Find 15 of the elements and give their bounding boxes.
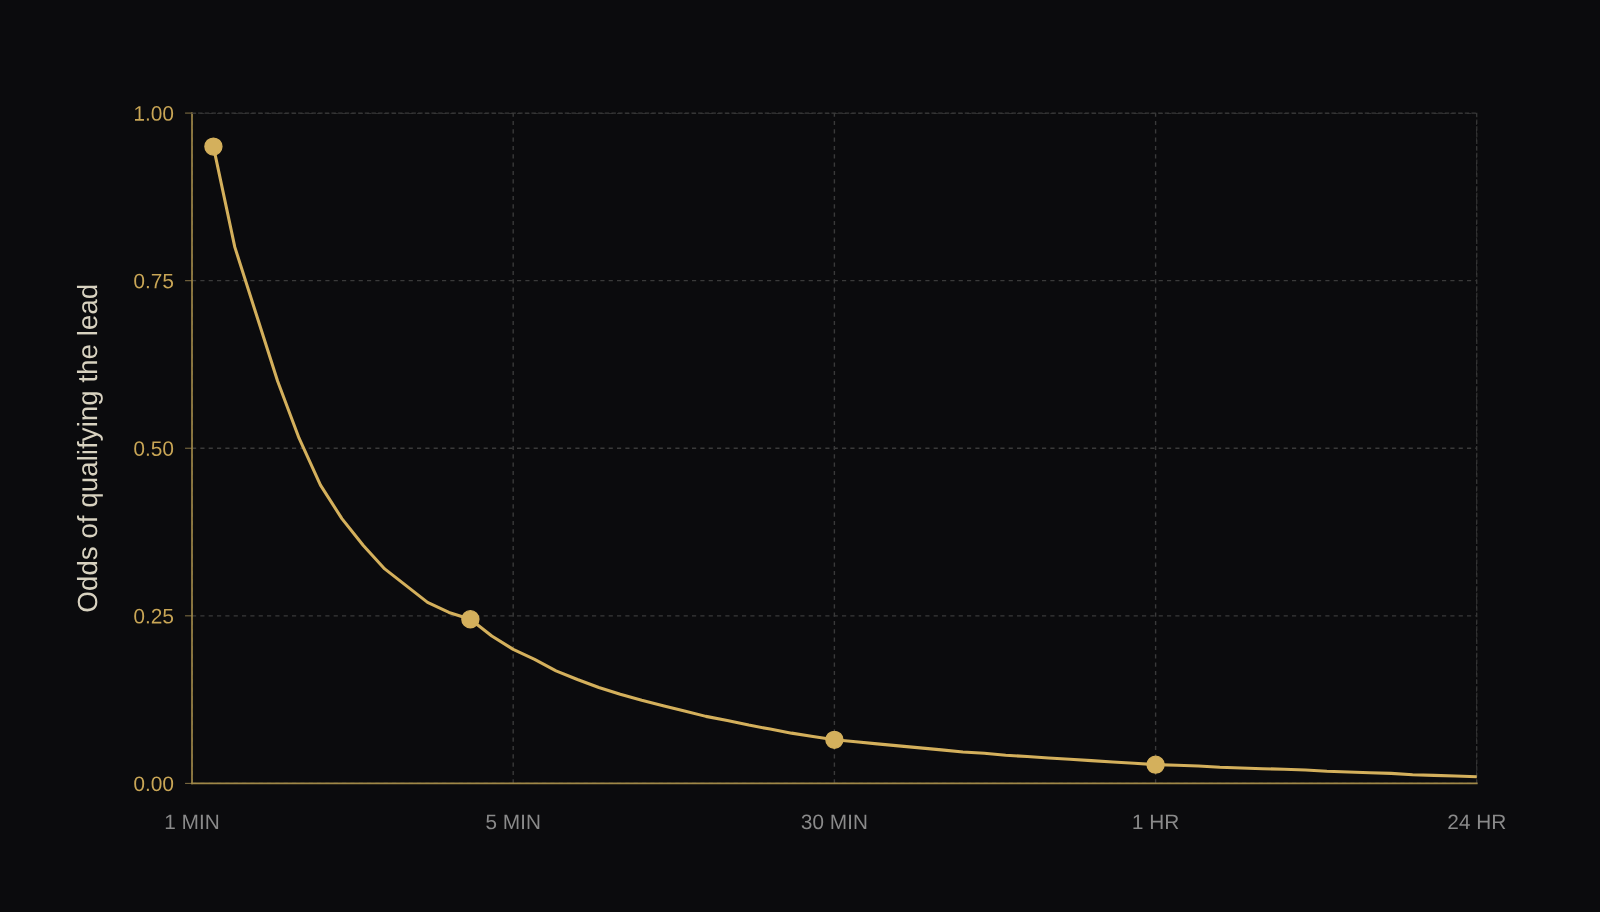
y-tick-label: 0.00	[134, 776, 174, 792]
y-tick-label: 1.00	[134, 106, 174, 121]
point	[1146, 755, 1165, 774]
point	[461, 609, 480, 629]
point	[825, 730, 844, 750]
x-tick-label: 30 MIN	[801, 814, 867, 830]
y-tick-label: 0.25	[134, 608, 174, 624]
point	[204, 137, 223, 156]
y-axis-title: Odds of qualifying the lead	[76, 285, 103, 612]
y-tick-label: 0.75	[134, 273, 174, 289]
x-tick-label: 1 MIN	[165, 814, 219, 830]
x-tick-label: 24 HR	[1448, 814, 1506, 830]
y-tick-label: 0.50	[134, 441, 174, 456]
x-tick-label: 5 MIN	[486, 814, 540, 830]
x-tick-label: 1 HR	[1133, 814, 1179, 830]
